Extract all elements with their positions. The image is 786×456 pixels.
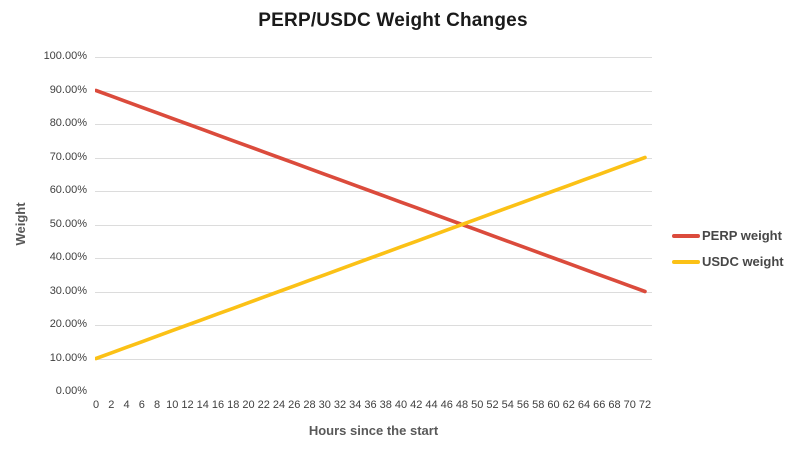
x-tick-label: 30 — [318, 399, 331, 411]
series-line-usdc-weight — [95, 155, 647, 361]
y-tick-label: 40.00% — [49, 251, 87, 263]
x-tick-label: 24 — [272, 399, 286, 411]
x-tick-label: 64 — [577, 399, 591, 411]
x-tick-label: 40 — [394, 399, 408, 411]
y-tick-label: 90.00% — [49, 83, 87, 96]
x-tick-label: 42 — [410, 399, 423, 411]
x-tick-label: 10 — [166, 399, 179, 411]
x-tick-label: 48 — [455, 399, 469, 411]
x-tick-label: 44 — [425, 399, 438, 411]
x-tick-label: 18 — [227, 399, 240, 411]
x-tick-label: 12 — [181, 399, 194, 411]
x-tick-label: 28 — [303, 399, 316, 411]
x-tick-label: 70 — [623, 399, 636, 411]
x-tick-label: 46 — [440, 399, 453, 411]
x-tick-label: 66 — [593, 399, 606, 411]
x-tick-label: 16 — [211, 399, 225, 411]
y-tick-label: 80.00% — [49, 117, 87, 129]
y-tick-label: 60.00% — [49, 184, 87, 196]
x-tick-label: 52 — [486, 399, 499, 411]
x-tick-label: 36 — [364, 399, 377, 411]
x-tick-label: 58 — [532, 399, 545, 411]
legend-item-usdc-weight: USDC weight — [672, 252, 784, 271]
x-tick-label: 6 — [138, 399, 145, 411]
x-tick-label: 20 — [242, 399, 255, 411]
x-tick-label: 0 — [92, 399, 100, 411]
legend-item-perp-weight: PERP weight — [672, 226, 784, 245]
y-tick-label: 70.00% — [49, 150, 87, 163]
x-tick-label: 14 — [196, 399, 209, 411]
x-tick-label: 56 — [516, 399, 530, 411]
x-tick-label: 68 — [608, 399, 621, 411]
x-tick-label: 72 — [638, 399, 652, 411]
x-tick-label: 32 — [333, 399, 347, 411]
x-tick-label: 38 — [379, 399, 392, 411]
x-tick-label: 54 — [501, 399, 514, 411]
x-tick-label: 34 — [349, 399, 362, 411]
x-tick-label: 8 — [153, 399, 161, 411]
legend-label: PERP weight — [702, 228, 782, 243]
chart-title: PERP/USDC Weight Changes — [258, 10, 528, 31]
legend: PERP weight USDC weight — [672, 226, 784, 271]
plot-area — [95, 57, 652, 361]
x-tick-label: 4 — [123, 399, 130, 411]
y-tick-label: 0.00% — [55, 385, 87, 397]
x-tick-label: 26 — [288, 399, 301, 411]
x-axis-title: Hours since the start — [308, 423, 439, 438]
x-tick-label: 2 — [108, 399, 115, 411]
y-tick-label: 100.00% — [43, 50, 87, 62]
series-line-perp-weight — [95, 88, 647, 294]
y-tick-label: 10.00% — [49, 351, 87, 364]
x-tick-label: 22 — [257, 399, 270, 411]
legend-swatch — [672, 259, 700, 264]
x-tick-label: 62 — [562, 399, 575, 411]
y-tick-label: 20.00% — [49, 318, 87, 330]
x-tick-label: 50 — [471, 399, 484, 411]
legend-label: USDC weight — [702, 254, 784, 269]
y-tick-label: 30.00% — [49, 284, 87, 297]
x-tick-label: 60 — [547, 399, 560, 411]
legend-swatch — [672, 233, 700, 238]
y-tick-label: 50.00% — [49, 217, 87, 230]
